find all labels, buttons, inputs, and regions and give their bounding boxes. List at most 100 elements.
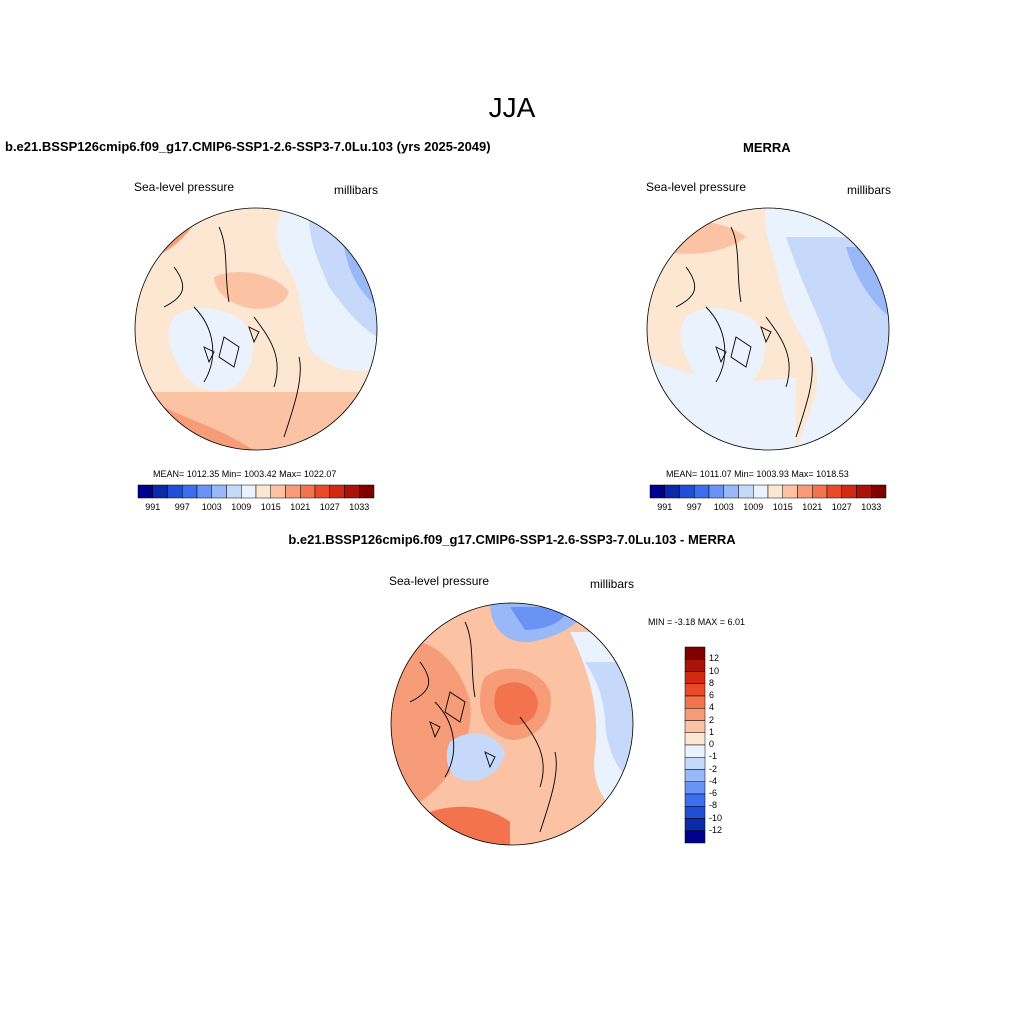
main-title: JJA <box>488 92 536 123</box>
diff-colorbar-tick-label: 2 <box>709 714 715 725</box>
model-units-label: millibars <box>334 183 379 197</box>
diff-variable-label: Sea-level pressure <box>389 574 490 588</box>
obs-colorbar-tick-label: 997 <box>686 502 702 512</box>
diff-colorbar-tick-label: 1 <box>709 726 715 737</box>
diff-colorbar-tick-label: 0 <box>709 739 715 749</box>
map-fill-east-lower <box>585 662 633 782</box>
diff-units-label: millibars <box>590 577 635 591</box>
obs-colorbar-swatch <box>767 484 783 499</box>
diff-colorbar-swatch <box>684 830 706 844</box>
diff-colorbar-swatch <box>684 659 706 672</box>
obs-colorbar-tick-label: 1003 <box>713 502 734 512</box>
obs-colorbar-swatch <box>708 484 724 499</box>
diff-minmax: MIN = -3.18 MAX = 6.01 <box>648 617 746 627</box>
model-colorbar-swatch <box>329 484 345 499</box>
obs-variable-label: Sea-level pressure <box>646 180 747 194</box>
obs-colorbar-tick-label: 1015 <box>772 502 793 512</box>
diff-colorbar-tick-label: -2 <box>709 763 718 774</box>
obs-colorbar-swatch <box>738 484 754 499</box>
obs-colorbar-tick-label: 991 <box>657 502 673 512</box>
map-fill-south-band <box>135 392 377 450</box>
model-colorbar-tick-label: 1003 <box>201 502 222 512</box>
obs-panel-title: MERRA <box>743 140 791 155</box>
diff-polar-map <box>390 602 634 846</box>
model-colorbar-swatch <box>196 484 212 499</box>
diff-colorbar-swatch <box>684 732 706 746</box>
model-colorbar-swatch <box>344 484 360 499</box>
obs-colorbar-ticks: 991 997 1003 1009 1015 1021 1027 1033 <box>650 502 886 514</box>
obs-colorbar-swatch <box>649 484 665 499</box>
obs-colorbar-tick-label: 1021 <box>802 502 823 512</box>
coastline <box>675 226 813 438</box>
model-colorbar-swatch <box>255 484 271 499</box>
obs-colorbar-swatch <box>679 484 695 499</box>
diff-colorbar-tick-label: 12 <box>709 653 720 664</box>
obs-colorbar-swatch <box>841 484 857 499</box>
model-colorbar-swatch <box>359 484 375 499</box>
diff-colorbar-swatch <box>684 683 706 697</box>
obs-colorbar-swatch <box>856 484 872 499</box>
diff-colorbar-swatch <box>684 646 706 660</box>
model-colorbar-tick-label: 1021 <box>290 502 311 512</box>
model-colorbar-tick-label: 1033 <box>349 502 370 512</box>
model-panel-title: b.e21.BSSP126cmip6.f09_g17.CMIP6-SSP1-2.… <box>5 139 491 154</box>
model-stats: MEAN= 1012.35 Min= 1003.42 Max= 1022.07 <box>153 469 337 479</box>
model-colorbar-swatch <box>152 484 168 499</box>
obs-colorbar-tick-label: 1009 <box>743 502 764 512</box>
coastline-islands <box>203 326 260 368</box>
model-colorbar-swatch <box>241 484 257 499</box>
diff-colorbar-swatch <box>684 769 706 782</box>
obs-stats: MEAN= 1011.07 Min= 1003.93 Max= 1018.53 <box>666 469 849 479</box>
map-fill-greenland-low <box>446 733 505 781</box>
map-fill-north-lower <box>510 607 570 630</box>
map-border <box>390 602 634 846</box>
model-colorbar-tick-label: 1015 <box>260 502 281 512</box>
obs-units-label: millibars <box>847 183 892 197</box>
map-border <box>134 207 378 451</box>
obs-colorbar-swatch <box>664 484 680 499</box>
coastline <box>163 226 301 438</box>
model-colorbar-tick-label: 1009 <box>231 502 252 512</box>
diff-colorbar-tick-label: -12 <box>709 824 723 835</box>
model-colorbar-swatch <box>137 484 153 499</box>
model-colorbar-tick-label: 1027 <box>319 502 340 512</box>
obs-colorbar-swatch <box>723 484 739 499</box>
model-colorbar-swatch <box>270 484 286 499</box>
diff-colorbar-swatch <box>684 720 706 733</box>
diff-colorbar-tick-label: -1 <box>709 751 718 762</box>
diff-colorbar-tick-label: 4 <box>709 702 715 713</box>
diff-colorbar-tick-label: 10 <box>709 665 720 676</box>
obs-colorbar-swatch <box>826 484 842 499</box>
obs-polar-map <box>646 207 890 451</box>
model-colorbar-swatch <box>167 484 183 499</box>
model-colorbar-swatch <box>211 484 227 499</box>
diff-colorbar <box>684 646 706 844</box>
diff-colorbar-swatch <box>684 695 706 709</box>
map-fill-greenland-low <box>680 307 765 391</box>
map-fill-central-high <box>214 272 289 309</box>
coastline-islands <box>715 326 772 368</box>
obs-colorbar-swatch <box>797 484 813 499</box>
diff-colorbar-tick-label: -4 <box>709 775 718 786</box>
map-fill-greenland-low <box>168 307 253 391</box>
diff-colorbar-swatch <box>684 757 706 770</box>
obs-colorbar-swatch <box>871 484 887 499</box>
coastline <box>409 621 557 833</box>
model-colorbar-swatch <box>182 484 198 499</box>
obs-colorbar-swatch <box>812 484 828 499</box>
obs-colorbar-tick-label: 1033 <box>861 502 882 512</box>
coastline-islands <box>429 691 496 769</box>
diff-colorbar-swatch <box>684 818 706 831</box>
diff-colorbar-tick-label: 6 <box>709 690 715 700</box>
diff-colorbar-tick-label: 8 <box>709 677 715 688</box>
map-fill-central-highest <box>494 682 538 726</box>
model-colorbar-tick-label: 997 <box>174 502 190 512</box>
diff-panel-title: b.e21.BSSP126cmip6.f09_g17.CMIP6-SSP1-2.… <box>288 532 736 547</box>
diff-colorbar-swatch <box>684 744 706 758</box>
model-colorbar-ticks: 991 997 1003 1009 1015 1021 1027 1033 <box>138 502 374 514</box>
model-variable-label: Sea-level pressure <box>134 180 235 194</box>
obs-colorbar-swatch <box>782 484 798 499</box>
diff-colorbar-swatch <box>684 793 706 807</box>
diff-colorbar-swatch <box>684 671 706 684</box>
obs-colorbar <box>649 484 887 499</box>
